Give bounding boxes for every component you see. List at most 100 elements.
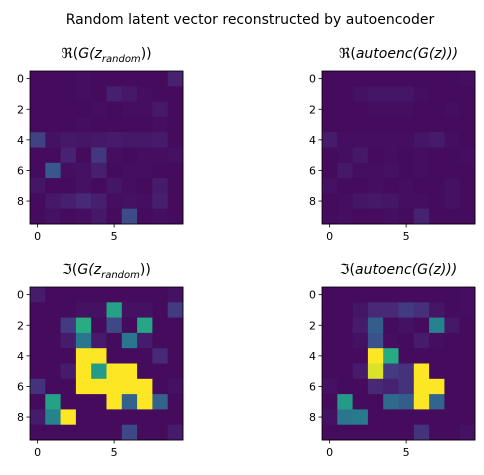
heatmap-cell (459, 363, 476, 380)
heatmap-cell (60, 424, 77, 441)
heatmap-cell (30, 71, 46, 87)
heatmap-cell (75, 193, 92, 210)
heatmap-cell (91, 116, 107, 133)
panel-title: ℑ(autoenc(G(z))) (340, 262, 457, 278)
heatmap-cell (60, 132, 77, 148)
heatmap-cell (45, 193, 61, 210)
y-tick-label: 6 (309, 164, 316, 177)
heatmap-cell (383, 317, 399, 334)
heatmap-cell (30, 101, 46, 118)
heatmap-cell (75, 363, 92, 380)
heatmap-cell (398, 348, 415, 364)
heatmap-cell (137, 71, 153, 87)
heatmap-cell (429, 348, 445, 364)
heatmap-cell (106, 116, 123, 133)
heatmap-cell (367, 332, 384, 349)
heatmap-cell (91, 332, 107, 349)
heatmap-cell (444, 317, 461, 334)
heatmap-cell (106, 178, 123, 194)
heatmap-cell (383, 302, 399, 318)
heatmap-cell (429, 147, 445, 164)
heatmap-cell (60, 363, 77, 380)
heatmap-cell (322, 71, 338, 87)
heatmap-cell (30, 287, 46, 303)
heatmap-cell (459, 147, 476, 164)
heatmap-cell (398, 162, 415, 179)
heatmap-cell (137, 332, 153, 349)
heatmap-cell (444, 86, 461, 102)
x-tick-label: 0 (34, 446, 41, 459)
heatmap-cell (367, 424, 384, 441)
heatmap-cell (167, 71, 184, 87)
heatmap-cell (30, 409, 46, 426)
x-tick-label: 5 (111, 446, 118, 459)
y-tick-label: 8 (17, 195, 24, 208)
heatmap-cell (337, 394, 353, 410)
heatmap-cell (30, 378, 46, 395)
heatmap-cell (322, 424, 338, 441)
heatmap-cell (152, 162, 169, 179)
heatmap-cell (383, 363, 399, 380)
heatmap-cell (398, 287, 415, 303)
heatmap-cell (322, 162, 338, 179)
heatmap-cell (106, 287, 123, 303)
heatmap-cell (121, 348, 138, 364)
heatmap-cell (337, 178, 353, 194)
heatmap-cell (30, 162, 46, 179)
heatmap-cell (121, 424, 138, 441)
heatmap-cell (352, 162, 369, 179)
heatmap-cell (459, 317, 476, 334)
heatmap-cell (91, 71, 107, 87)
y-tick-label: 0 (309, 73, 316, 86)
heatmap-cell (444, 162, 461, 179)
heatmap-cell (352, 409, 369, 426)
heatmap-cell (152, 409, 169, 426)
heatmap-cell (106, 208, 123, 225)
heatmap-cell (337, 287, 353, 303)
heatmap-cell (137, 208, 153, 225)
heatmap-cell (121, 208, 138, 225)
heatmap-cell (398, 208, 415, 225)
heatmap-cell (152, 394, 169, 410)
y-tick-label: 2 (309, 103, 316, 116)
heatmap-cell (429, 317, 445, 334)
heatmap-cell (444, 116, 461, 133)
heatmap-cell (45, 178, 61, 194)
heatmap-cell (429, 178, 445, 194)
heatmap-cell (413, 71, 430, 87)
heatmap-cell (137, 348, 153, 364)
heatmap-cell (429, 208, 445, 225)
heatmap-cell (75, 147, 92, 164)
heatmap-cell (413, 147, 430, 164)
heatmap-cell (413, 363, 430, 380)
heatmap-cell (75, 348, 92, 364)
heatmap-cell (383, 101, 399, 118)
heatmap-cell (337, 302, 353, 318)
heatmap-cell (413, 208, 430, 225)
heatmap-cell (322, 132, 338, 148)
heatmap-cell (429, 287, 445, 303)
heatmap-cell (322, 348, 338, 364)
heatmap-cell (60, 208, 77, 225)
heatmap-cell (45, 363, 61, 380)
heatmap-cell (459, 208, 476, 225)
heatmap-cell (367, 116, 384, 133)
y-tick-label: 8 (309, 195, 316, 208)
heatmap-panel-2: ℜ(autoenc(G(z))) 0 5 0 2 4 6 8 (309, 46, 476, 243)
heatmap-cell (367, 147, 384, 164)
heatmap-cell (444, 178, 461, 194)
heatmap-cell (337, 317, 353, 334)
heatmap-cell (60, 178, 77, 194)
heatmap-cell (152, 193, 169, 210)
heatmap-cell (121, 409, 138, 426)
heatmap-cell (30, 317, 46, 334)
y-tick-label: 6 (17, 164, 24, 177)
heatmap-cell (322, 363, 338, 380)
heatmap-cell (152, 178, 169, 194)
heatmap-cell (352, 132, 369, 148)
heatmap-cell (60, 101, 77, 118)
heatmap-cell (352, 116, 369, 133)
heatmap-cell (137, 178, 153, 194)
heatmap-cell (45, 86, 61, 102)
